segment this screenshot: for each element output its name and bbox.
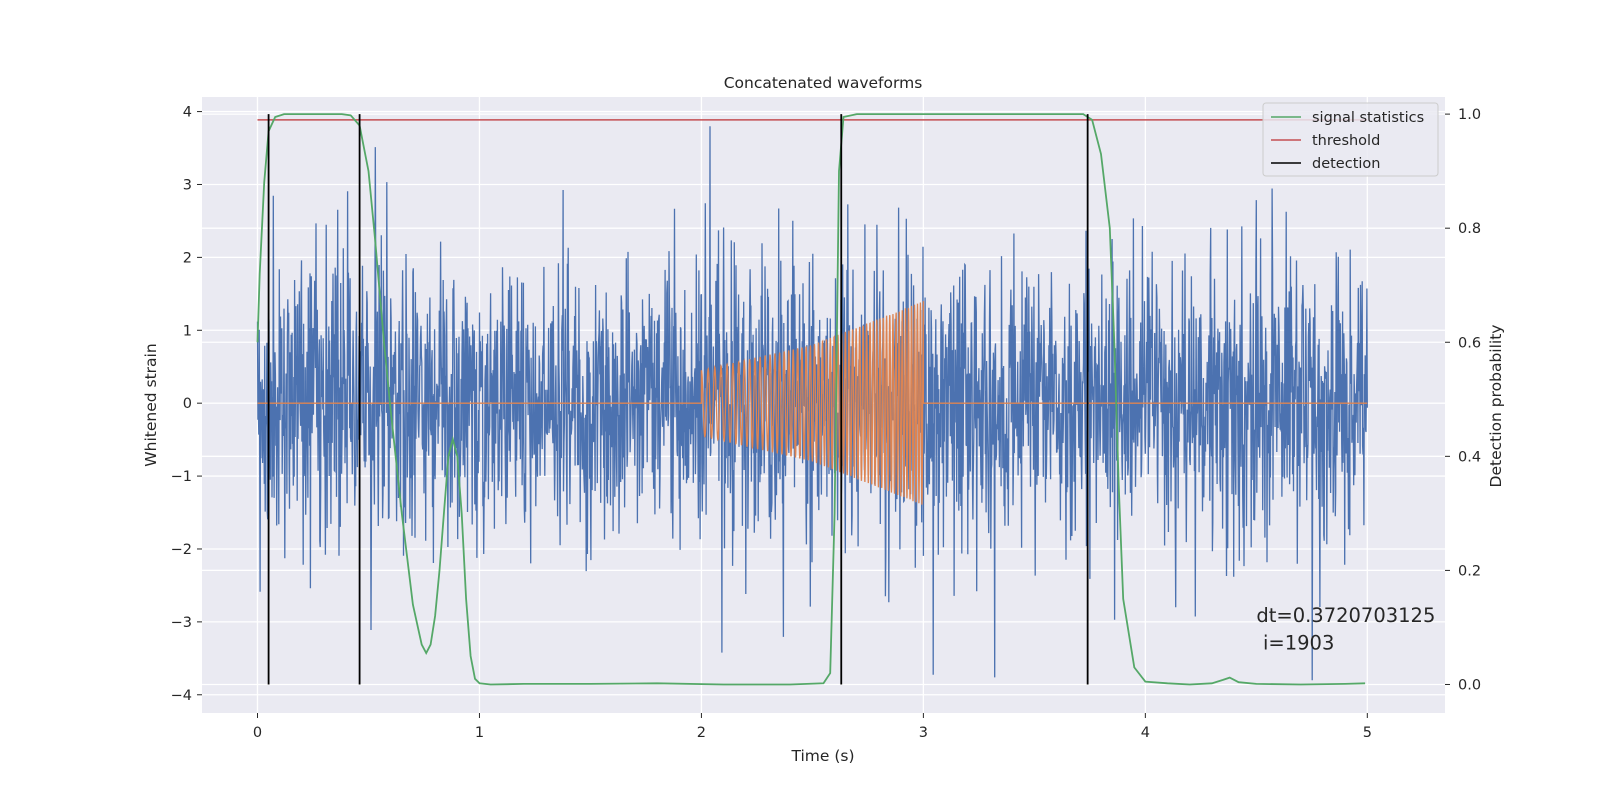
y-axis-label-right: Detection probability	[1487, 325, 1505, 488]
y-tick-label: −2	[171, 542, 192, 558]
y-right-tick-label: 0.6	[1458, 335, 1481, 351]
x-tick-label: 0	[253, 725, 262, 741]
chirp-series	[257, 301, 1368, 505]
probability-series	[256, 113, 1368, 686]
y-right-tick-label: 0.8	[1458, 221, 1481, 237]
axes: 0 1 2 3 4 5 −4 −3 −2 −1 0 1 2 3 4 0.0 0.2 0.4 0.6 0.8 1.0	[171, 105, 1481, 741]
y-tick-label: −3	[171, 615, 192, 631]
legend-label-signal-statistics: signal statistics	[1312, 110, 1424, 126]
x-tick-label: 1	[475, 725, 484, 741]
y-right-tick-label: 0.4	[1458, 449, 1481, 465]
legend-box	[1262, 102, 1439, 177]
annotation-text: dt=0.3720703125	[1256, 604, 1435, 627]
y-tick-label: 0	[183, 396, 192, 412]
x-tick-label: 3	[919, 725, 928, 741]
legend-label-detection: detection	[1312, 156, 1380, 172]
y-tick-label: −1	[171, 469, 192, 485]
x-tick-label: 5	[1363, 725, 1372, 741]
y-tick-label: 2	[183, 250, 192, 266]
y-tick-label: 4	[183, 105, 192, 121]
legend: signal statistics threshold detection	[1262, 102, 1439, 177]
y-axis-label: Whitened strain	[142, 343, 160, 466]
strain-line	[256, 126, 1368, 681]
y-tick-label: 1	[183, 323, 192, 339]
y-right-tick-label: 0.0	[1458, 677, 1481, 693]
x-tick-label: 2	[697, 725, 706, 741]
y-right-tick-label: 0.2	[1458, 563, 1481, 579]
legend-label-threshold: threshold	[1312, 133, 1380, 149]
annotations: dt=0.3720703125 i=1903	[1256, 604, 1435, 655]
x-tick-label: 4	[1141, 725, 1150, 741]
y-right-tick-label: 1.0	[1458, 107, 1481, 123]
y-tick-label: 3	[183, 177, 192, 193]
chart-title: Concatenated waveforms	[724, 74, 923, 92]
signal-statistics-line	[256, 113, 1366, 686]
strain-series	[256, 126, 1368, 681]
x-axis-label: Time (s)	[790, 747, 854, 765]
chirp-line	[257, 301, 1368, 505]
annotation-text: i=1903	[1263, 632, 1334, 655]
y-tick-label: −4	[171, 688, 192, 704]
detection-lines	[267, 114, 1089, 685]
